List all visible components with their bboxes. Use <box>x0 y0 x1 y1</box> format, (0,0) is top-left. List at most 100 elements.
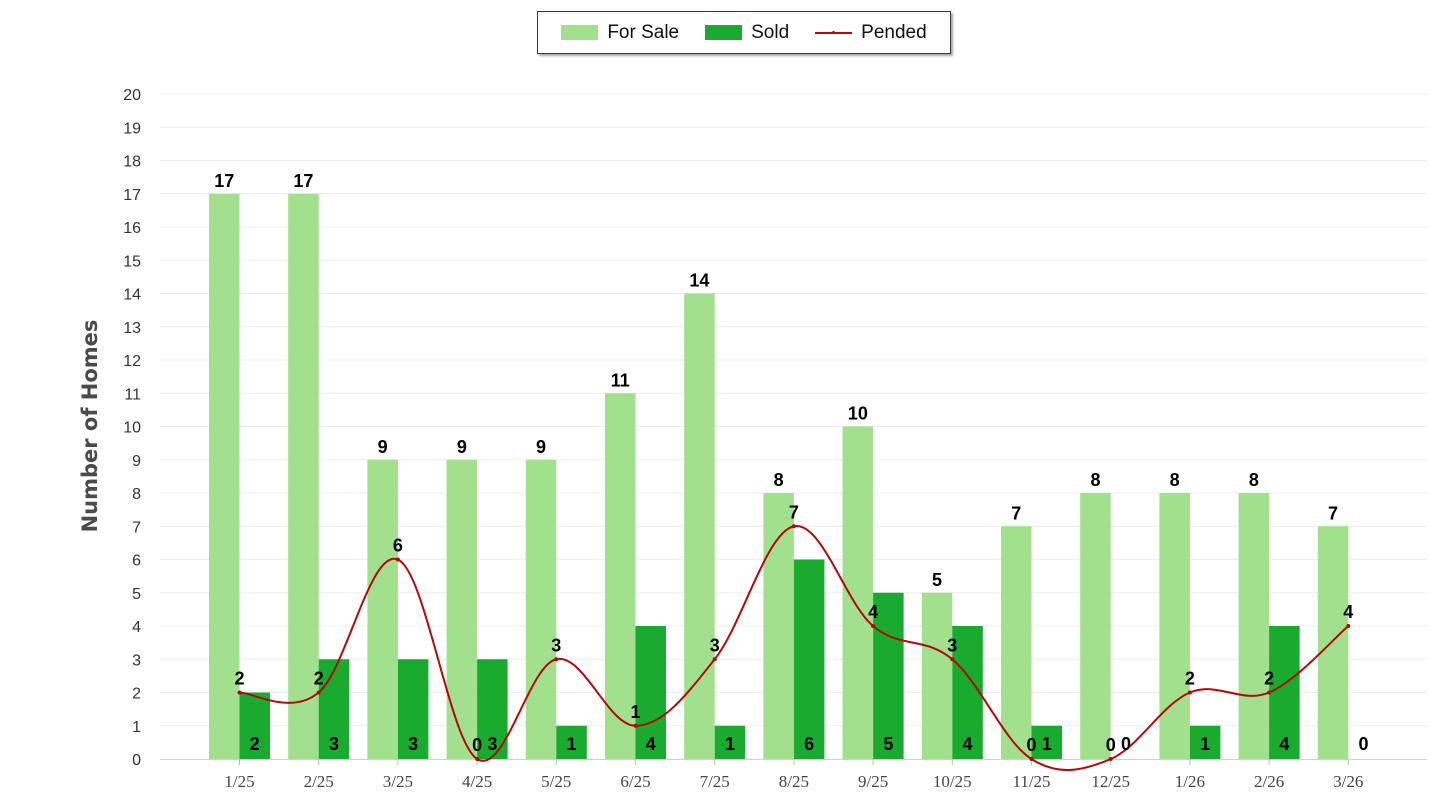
label-pended: 3 <box>947 635 957 655</box>
pended-point[interactable] <box>791 524 796 529</box>
bar-for-sale[interactable] <box>1001 526 1032 759</box>
bar-sold[interactable] <box>556 725 587 759</box>
label-pended: 0 <box>472 735 482 755</box>
y-tick-label: 0 <box>132 752 141 769</box>
pended-point[interactable] <box>237 690 242 695</box>
bar-sold[interactable] <box>1189 725 1221 759</box>
legend-item-sold[interactable]: Sold <box>705 22 789 44</box>
label-pended: 1 <box>630 702 640 722</box>
label-pended: 0 <box>1106 735 1116 755</box>
pended-point[interactable] <box>316 690 321 695</box>
bar-for-sale[interactable] <box>763 493 794 759</box>
y-tick-label: 20 <box>123 87 141 104</box>
y-tick-label: 5 <box>132 586 141 603</box>
label-pended: 0 <box>1026 735 1036 755</box>
label-pended: 4 <box>868 602 878 622</box>
x-tick-label: 5/25 <box>541 772 571 791</box>
bar-sold[interactable] <box>1269 626 1300 759</box>
bar-sold[interactable] <box>1031 725 1063 759</box>
x-tick-label: 9/25 <box>858 772 888 791</box>
bar-sold[interactable] <box>397 659 429 759</box>
x-tick-label: 8/25 <box>779 772 809 791</box>
bars <box>209 193 1349 760</box>
y-tick-label: 1 <box>132 719 141 736</box>
pended-line <box>237 524 1351 771</box>
label-for-sale: 8 <box>1249 470 1259 490</box>
bar-sold[interactable] <box>793 559 825 760</box>
bar-for-sale[interactable] <box>1159 493 1190 759</box>
pended-point[interactable] <box>554 657 559 662</box>
pended-point[interactable] <box>633 723 638 728</box>
label-for-sale: 9 <box>457 437 467 457</box>
bar-for-sale[interactable] <box>921 592 953 759</box>
label-sold: 3 <box>408 734 418 754</box>
y-tick-label: 16 <box>123 220 141 237</box>
legend-swatch-for-sale <box>561 25 599 40</box>
pended-point[interactable] <box>871 624 876 628</box>
pended-point[interactable] <box>1029 757 1034 761</box>
y-tick-label: 18 <box>123 154 141 171</box>
label-sold: 1 <box>1200 734 1210 754</box>
y-axis-title: Number of Homes <box>78 319 102 533</box>
bar-sold[interactable] <box>952 626 983 759</box>
legend-item-for-sale[interactable]: For Sale <box>561 22 679 44</box>
bar-sold[interactable] <box>239 692 271 760</box>
pended-point[interactable] <box>1108 757 1113 761</box>
bar-for-sale[interactable] <box>1317 526 1349 759</box>
pended-point[interactable] <box>712 657 717 662</box>
x-tick-label: 6/25 <box>620 772 650 791</box>
y-tick-label: 6 <box>132 553 141 570</box>
bar-for-sale[interactable] <box>288 193 319 759</box>
y-tick-label: 4 <box>132 619 141 636</box>
label-for-sale: 17 <box>293 171 313 191</box>
bar-sold[interactable] <box>318 659 350 759</box>
x-tick-label: 2/26 <box>1254 772 1284 791</box>
x-tick-label: 7/25 <box>700 772 730 791</box>
label-sold: 4 <box>1279 734 1289 754</box>
bar-for-sale[interactable] <box>1080 493 1111 759</box>
pended-point[interactable] <box>1267 690 1272 695</box>
label-pended: 3 <box>710 635 720 655</box>
y-tick-label: 12 <box>123 353 141 370</box>
label-pended: 2 <box>1185 669 1195 689</box>
x-tick-label: 12/25 <box>1091 772 1130 791</box>
bar-sold[interactable] <box>635 626 667 759</box>
bar-for-sale[interactable] <box>525 459 557 759</box>
bar-sold[interactable] <box>714 725 746 759</box>
pended-point[interactable] <box>475 757 480 761</box>
label-pended: 4 <box>1343 602 1353 622</box>
label-for-sale: 7 <box>1011 503 1021 523</box>
bar-for-sale[interactable] <box>842 426 874 760</box>
bar-for-sale[interactable] <box>209 193 240 759</box>
label-sold: 2 <box>250 734 260 754</box>
y-tick-label: 7 <box>132 519 141 536</box>
bar-for-sale[interactable] <box>605 393 636 759</box>
label-sold: 6 <box>804 734 814 754</box>
x-tick-label: 1/25 <box>224 772 254 791</box>
legend: For Sale Sold Pended <box>537 11 951 54</box>
y-tick-label: 13 <box>123 320 141 337</box>
legend-item-pended[interactable]: Pended <box>815 22 927 44</box>
label-sold: 1 <box>567 734 577 754</box>
bar-for-sale[interactable] <box>367 459 398 759</box>
bar-for-sale[interactable] <box>1238 493 1270 759</box>
pended-point[interactable] <box>1187 690 1192 695</box>
bar-for-sale[interactable] <box>446 459 478 759</box>
bar-sold[interactable] <box>873 592 904 759</box>
label-sold: 3 <box>487 734 497 754</box>
label-for-sale: 8 <box>1090 470 1100 490</box>
y-tick-label: 19 <box>123 120 141 137</box>
y-tick-label: 14 <box>123 287 141 304</box>
pended-line-path <box>239 525 1349 771</box>
x-tick-label: 3/26 <box>1333 772 1363 791</box>
label-sold: 4 <box>963 734 973 754</box>
pended-point[interactable] <box>395 557 400 562</box>
bar-for-sale[interactable] <box>684 293 715 760</box>
label-for-sale: 11 <box>611 370 630 390</box>
label-sold: 5 <box>883 734 893 754</box>
pended-point[interactable] <box>1346 624 1351 628</box>
pended-point[interactable] <box>950 657 955 662</box>
label-for-sale: 9 <box>536 437 546 457</box>
